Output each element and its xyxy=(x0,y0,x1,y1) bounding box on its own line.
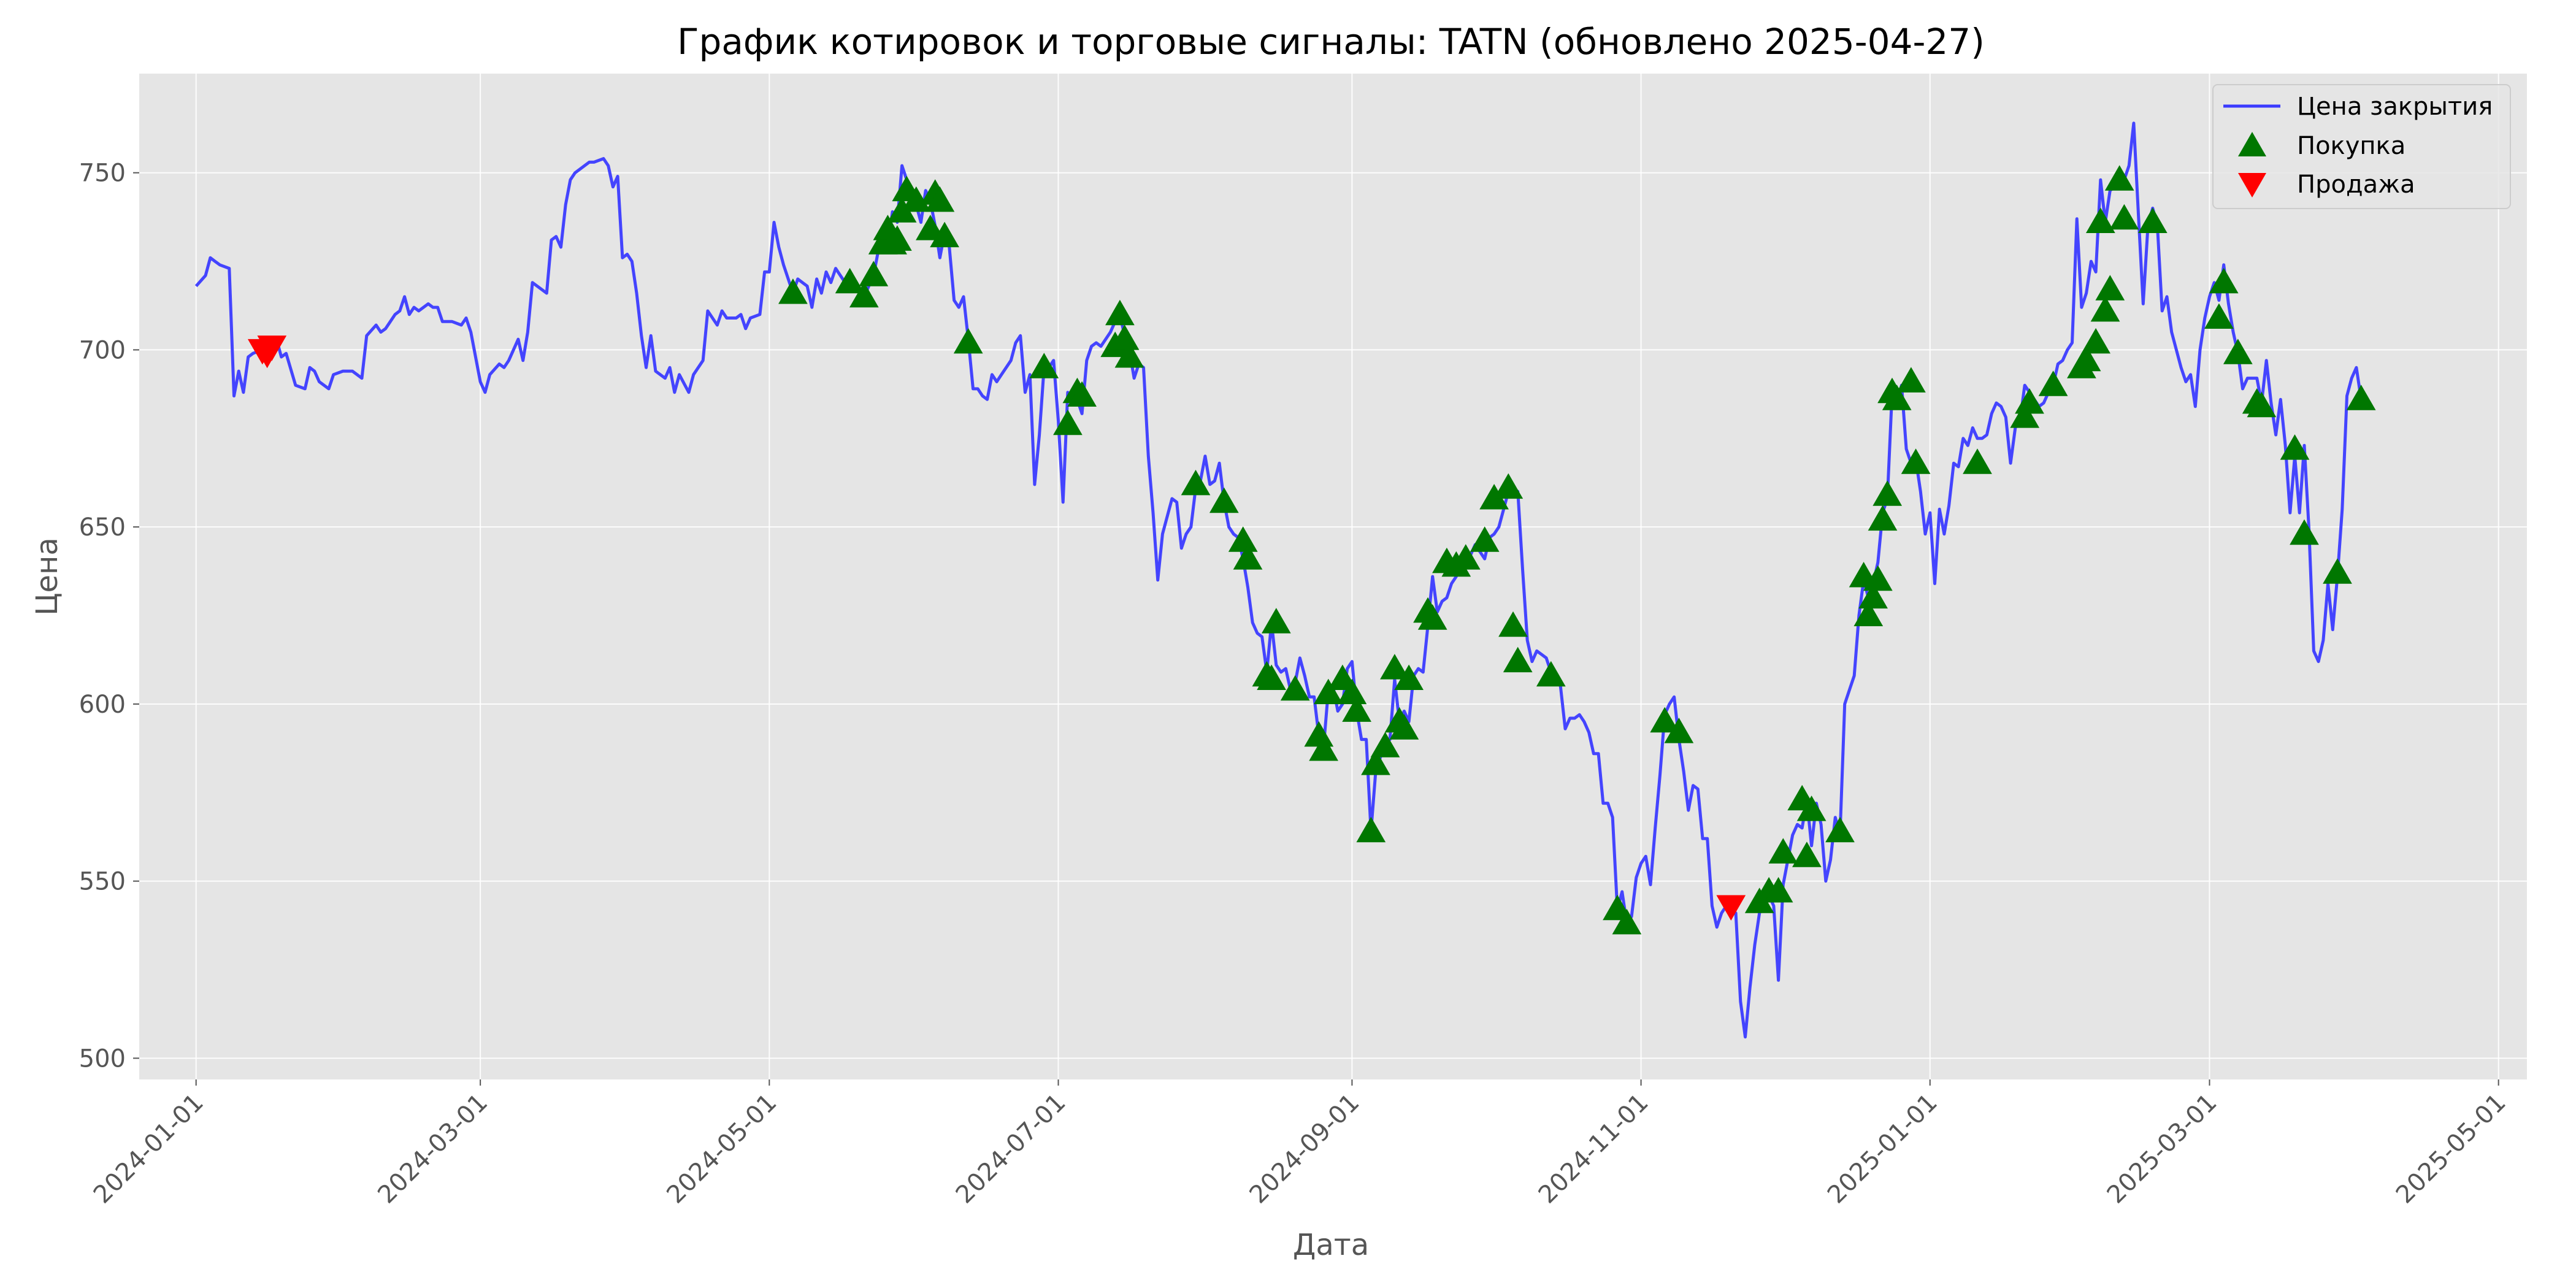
buy-signal-marker xyxy=(901,186,931,212)
legend-sell-label: Продажа xyxy=(2297,171,2415,199)
buy-signal-marker xyxy=(835,267,865,294)
buy-signal-marker xyxy=(1380,654,1409,680)
buy-signal-marker xyxy=(1313,678,1343,705)
sell-signal-marker xyxy=(1716,895,1746,921)
buy-signal-marker xyxy=(2137,207,2168,233)
buy-signal-marker xyxy=(2280,434,2310,460)
legend-box xyxy=(2212,84,2511,209)
buy-signal-marker xyxy=(1209,487,1239,513)
buy-signal-marker xyxy=(1792,841,1822,867)
buy-signal-marker xyxy=(2104,165,2134,191)
buy-signal-marker xyxy=(1650,707,1680,733)
buy-signal-marker xyxy=(1261,608,1291,634)
buy-signal-marker xyxy=(1858,583,1888,609)
buy-signal-marker xyxy=(1257,664,1286,690)
buy-signal-marker xyxy=(1853,600,1884,626)
series-layer xyxy=(194,121,2376,1039)
buy-signal-marker xyxy=(1110,324,1140,350)
buy-signal-marker xyxy=(1493,473,1524,499)
buy-signal-marker xyxy=(1029,353,1059,378)
buy-signal-marker xyxy=(1901,448,1931,474)
buy-signal-marker xyxy=(1963,448,1992,474)
chart-title: График котировок и торговые сигналы: TAT… xyxy=(677,21,1985,63)
buy-signal-marker xyxy=(2095,275,2125,301)
buy-signal-marker xyxy=(2085,207,2115,233)
buy-signal-marker xyxy=(859,261,889,286)
buy-signal-marker xyxy=(2209,267,2239,294)
buy-signal-marker xyxy=(953,328,983,354)
plot-area xyxy=(139,74,2527,1079)
buy-signal-marker xyxy=(1394,664,1424,690)
buy-signal-marker xyxy=(925,186,955,212)
legend-buy-swatch xyxy=(2238,132,2266,156)
legend-buy-label: Покупка xyxy=(2297,132,2405,160)
buy-signal-marker xyxy=(1228,526,1258,552)
buy-signal-marker xyxy=(1536,661,1566,687)
close-price-line xyxy=(194,121,2363,1039)
buy-signal-marker xyxy=(1181,469,1211,496)
buy-signal-marker xyxy=(1882,385,1912,410)
legend: Цена закрытия Покупка Продажа xyxy=(2212,84,2511,209)
buy-signal-marker xyxy=(2071,345,2101,372)
buy-signal-marker xyxy=(2038,370,2068,396)
buy-signal-marker xyxy=(1503,646,1533,673)
buy-signal-marker xyxy=(1105,299,1135,326)
y-tick-label: 500 xyxy=(79,1045,126,1073)
buy-signal-marker xyxy=(2081,328,2110,354)
buy-signal-marker xyxy=(1337,678,1367,705)
buy-signal-marker xyxy=(2346,385,2376,410)
buy-signal-marker xyxy=(1612,908,1642,935)
legend-close-label: Цена закрытия xyxy=(2297,93,2493,121)
legend-sell-swatch xyxy=(2238,173,2266,197)
buy-signal-marker xyxy=(1053,409,1083,435)
buy-signal-marker xyxy=(1470,526,1500,552)
buy-signal-marker xyxy=(2015,388,2044,414)
y-tick-label: 700 xyxy=(79,336,126,364)
x-axis-label: Дата xyxy=(1293,1228,1369,1262)
buy-signal-marker xyxy=(1796,795,1827,821)
buy-signal-marker xyxy=(2290,519,2319,545)
y-tick-label: 550 xyxy=(79,868,126,896)
buy-signal-marker xyxy=(849,282,879,308)
sell-signal-marker xyxy=(257,335,287,361)
buy-signal-marker xyxy=(1896,367,1926,393)
buy-signal-marker xyxy=(2010,402,2040,428)
buy-signal-marker xyxy=(1664,718,1694,743)
buy-signal-marker xyxy=(1067,381,1097,407)
buy-signal-marker xyxy=(1873,480,1903,506)
buy-signal-marker xyxy=(1370,732,1400,757)
y-tick-label: 600 xyxy=(79,691,126,719)
buy-signal-marker xyxy=(1361,749,1390,775)
y-axis: 500 550 600 650 700 750 xyxy=(79,159,139,1073)
buy-signal-marker xyxy=(2109,204,2139,230)
buy-signal-marker xyxy=(1825,816,1855,843)
buy-signal-marker xyxy=(2323,558,2352,584)
buy-signal-marker xyxy=(2247,391,2277,418)
buy-signal-marker xyxy=(1233,544,1263,570)
buy-signal-marker xyxy=(1309,735,1338,761)
y-tick-label: 650 xyxy=(79,513,126,542)
buy-signal-marker xyxy=(916,215,945,240)
buy-signal-marker xyxy=(1417,604,1447,630)
buy-signal-marker xyxy=(1498,611,1528,637)
buy-signal-marker xyxy=(1868,505,1898,531)
buy-signal-marker xyxy=(1768,838,1798,864)
buy-signal-marker xyxy=(1863,565,1893,591)
buy-signal-marker xyxy=(1280,675,1310,701)
buy-signal-marker xyxy=(2204,303,2234,329)
y-tick-label: 750 xyxy=(79,159,126,188)
buy-signal-marker xyxy=(778,278,808,304)
buy-signal-marker xyxy=(1763,876,1793,903)
buy-signal-marker xyxy=(1342,696,1371,722)
buy-signal-marker xyxy=(1356,816,1386,843)
buy-signal-marker xyxy=(883,225,912,251)
buy-signal-marker xyxy=(1114,342,1144,368)
y-axis-label: Цена xyxy=(30,537,64,616)
buy-signal-marker xyxy=(2223,339,2253,364)
buy-signal-marker xyxy=(1389,714,1419,740)
buy-signal-marker xyxy=(930,221,959,248)
buy-signal-marker xyxy=(1451,544,1481,570)
buy-signal-marker xyxy=(2090,296,2120,322)
